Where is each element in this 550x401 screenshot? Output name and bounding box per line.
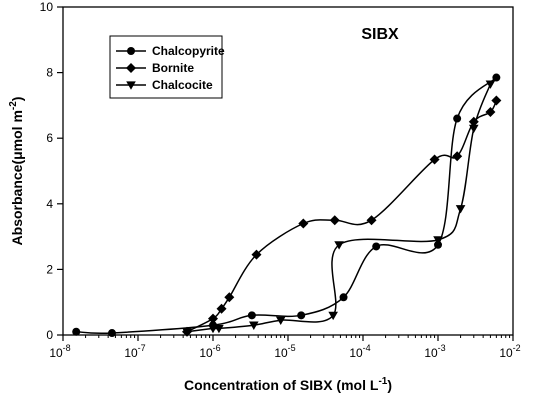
- x-axis-ticks: 10-8 10-7 10-6 10-5 10-4 10-3 10-2: [49, 335, 521, 360]
- y-tick-label: 8: [46, 66, 53, 80]
- data-point-bornite: [329, 215, 340, 226]
- x-tick-label: 10-8: [49, 343, 70, 360]
- series-chalcocite: [182, 80, 496, 337]
- data-point-bornite: [485, 106, 496, 117]
- data-point-chalcopyrite: [247, 311, 256, 320]
- data-point-chalcocite: [455, 205, 466, 214]
- series-chalcopyrite: [72, 73, 501, 338]
- y-tick-label: 6: [46, 131, 53, 145]
- legend-label-chalcocite: Chalcocite: [152, 78, 213, 92]
- data-point-chalcocite: [433, 236, 443, 245]
- data-point-bornite: [224, 292, 235, 303]
- data-point-chalcopyrite: [107, 329, 116, 338]
- data-point-bornite: [216, 303, 227, 314]
- data-point-chalcocite: [182, 328, 192, 337]
- y-tick-label: 10: [40, 0, 54, 14]
- data-point-chalcopyrite: [72, 327, 81, 336]
- y-tick-label: 0: [46, 328, 53, 342]
- data-point-chalcopyrite: [339, 293, 348, 302]
- x-tick-label: 10-2: [499, 343, 520, 360]
- data-point-bornite: [298, 218, 309, 229]
- legend-label-bornite: Bornite: [152, 61, 194, 75]
- data-point-chalcopyrite: [453, 114, 462, 123]
- data-point-bornite: [429, 154, 440, 165]
- y-tick-label: 4: [46, 197, 53, 211]
- legend-marker-chalcocite: [126, 81, 136, 90]
- y-axis-title: Absorbance(μmol m-2): [8, 97, 25, 246]
- x-tick-label: 10-5: [274, 343, 295, 360]
- series-layer: [72, 73, 502, 338]
- data-point-chalcocite: [485, 80, 496, 89]
- data-point-bornite: [251, 249, 262, 260]
- x-tick-label: 10-7: [124, 343, 145, 360]
- x-axis-title: Concentration of SIBX (mol L-1): [184, 376, 392, 393]
- data-point-chalcocite: [214, 324, 224, 334]
- data-point-chalcocite: [468, 124, 479, 134]
- data-point-chalcocite: [275, 316, 286, 326]
- data-point-chalcocite: [328, 311, 338, 321]
- x-tick-label: 10-3: [424, 343, 445, 360]
- data-point-bornite: [208, 313, 218, 324]
- data-point-chalcocite: [249, 321, 259, 330]
- data-point-chalcopyrite: [297, 311, 306, 320]
- data-point-bornite: [452, 151, 463, 162]
- data-point-bornite: [491, 95, 502, 106]
- legend-marker-chalcopyrite: [127, 47, 135, 55]
- data-point-chalcopyrite: [434, 240, 442, 249]
- series-line-chalcopyrite: [76, 76, 497, 335]
- legend-label-chalcopyrite: Chalcopyrite: [152, 44, 225, 58]
- data-point-chalcocite: [334, 241, 344, 250]
- legend-marker-bornite: [126, 63, 136, 73]
- y-tick-label: 2: [46, 262, 53, 276]
- x-tick-label: 10-4: [349, 343, 370, 360]
- chart-title: SIBX: [361, 26, 399, 43]
- data-point-bornite: [366, 215, 377, 226]
- x-tick-label: 10-6: [199, 343, 220, 360]
- series-line-chalcocite: [186, 83, 492, 333]
- data-point-chalcopyrite: [372, 242, 381, 251]
- legend: Chalcopyrite Bornite Chalcocite: [109, 35, 225, 99]
- y-axis-ticks: 0 2 4 6 8 10: [40, 0, 63, 342]
- data-point-chalcopyrite: [492, 73, 501, 82]
